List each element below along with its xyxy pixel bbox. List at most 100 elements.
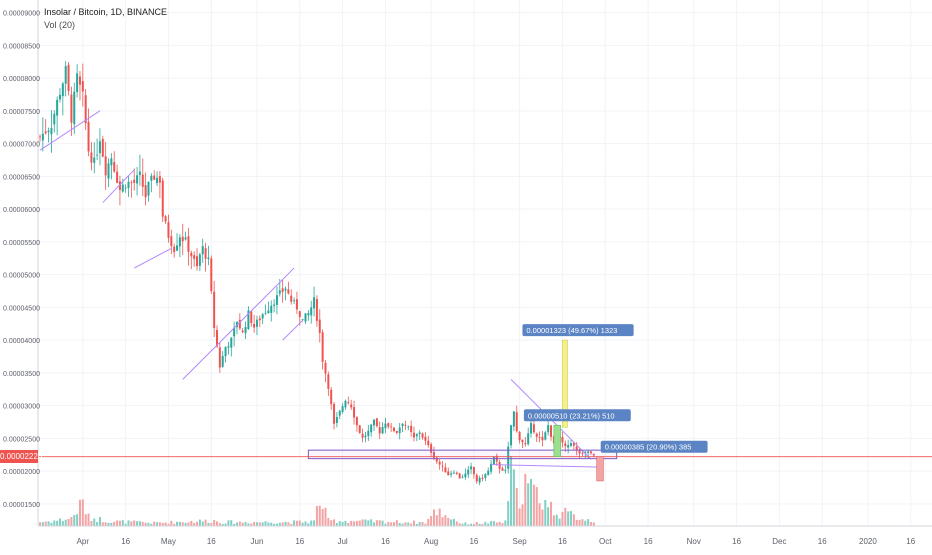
volume-bar: [395, 520, 398, 526]
trendline: [39, 110, 101, 151]
candle-body: [141, 174, 144, 187]
y-tick-label: 0.00003500: [3, 371, 40, 378]
candle-body: [381, 427, 384, 434]
candle-body: [484, 473, 487, 478]
volume-bar: [390, 522, 393, 526]
candle-body: [538, 437, 541, 439]
candle-body: [96, 154, 99, 156]
candle-body: [267, 310, 270, 313]
candle-body: [318, 319, 321, 333]
volume-bar: [589, 521, 592, 526]
candle-body: [198, 254, 201, 266]
candle-body: [304, 313, 307, 322]
candle-body: [158, 176, 161, 183]
volume-bar: [50, 522, 53, 526]
volume-bar: [41, 522, 44, 526]
candle-body: [358, 425, 361, 433]
candle-body: [415, 434, 418, 437]
x-tick-label: Apr: [77, 537, 90, 546]
candle-body: [441, 465, 444, 467]
current-price-label: 0.00002220: [0, 450, 43, 463]
y-tick-label: 0.00006500: [3, 174, 40, 181]
y-tick-label: 0.00004500: [3, 305, 40, 312]
axes: 0.00009000 0.00008500 0.00008000 0.00007500…: [3, 0, 932, 546]
volume-bar: [415, 523, 418, 526]
volume-bar: [570, 511, 572, 526]
volume-bar: [73, 514, 76, 526]
candle-body: [407, 426, 410, 428]
candle-body: [176, 245, 179, 251]
candle-body: [355, 417, 358, 426]
candle-body: [184, 237, 187, 240]
volume-bar: [498, 521, 501, 526]
volume-bar: [452, 518, 455, 526]
candle-body: [401, 423, 404, 427]
volume-bar: [532, 484, 535, 526]
volume-bar: [138, 521, 141, 526]
volume-bar: [227, 520, 230, 526]
volume-bar: [304, 521, 307, 526]
candle-body: [578, 449, 581, 454]
candle-body: [370, 424, 373, 433]
volume-bar: [338, 521, 341, 526]
volume-bar: [581, 519, 584, 526]
volume-bar: [321, 508, 324, 526]
candle-body: [164, 216, 167, 222]
volume-bar: [455, 521, 458, 526]
x-tick-label: 16: [121, 537, 130, 546]
x-tick-label: Oct: [599, 537, 612, 546]
candle-body: [258, 318, 261, 321]
candle-body: [470, 466, 473, 470]
candle-body: [321, 332, 324, 362]
volume-indicator-label[interactable]: Vol (20): [44, 20, 76, 30]
x-tick-label: Dec: [772, 537, 786, 546]
candle-body: [350, 404, 353, 408]
volume-bar: [393, 522, 395, 526]
candle-body: [53, 113, 56, 125]
volume-bar: [127, 520, 130, 526]
price-range-measure: [553, 424, 561, 457]
symbol-title[interactable]: Insolar / Bitcoin, 1D, BINANCE: [44, 7, 168, 17]
candle-body: [230, 337, 233, 348]
volume-bar: [313, 520, 316, 526]
candle-body: [101, 138, 104, 157]
volume-bar: [478, 523, 481, 526]
volume-bar: [558, 518, 561, 526]
candle-body: [412, 432, 415, 438]
volume-bars: [39, 456, 595, 526]
volume-bar: [110, 522, 113, 526]
volume-bar: [384, 523, 387, 526]
volume-bar: [261, 522, 264, 526]
candle-body: [118, 181, 121, 190]
volume-bar: [353, 521, 356, 526]
y-tick-label: 0.00002500: [3, 436, 40, 443]
volume-bar: [267, 522, 270, 526]
volume-bar: [141, 521, 144, 526]
candle-body: [136, 175, 139, 184]
volume-bar: [258, 522, 261, 526]
volume-bar: [307, 523, 310, 526]
volume-bar: [552, 515, 555, 526]
candle-body: [156, 177, 159, 184]
candle-body: [50, 128, 53, 135]
volume-bar: [421, 521, 424, 526]
candle-body: [344, 400, 347, 408]
candle-body: [490, 463, 493, 472]
volume-bar: [584, 520, 587, 526]
volume-bar: [438, 508, 441, 526]
candle-body: [201, 246, 204, 255]
candle-body: [341, 406, 344, 412]
candle-body: [455, 472, 458, 474]
candle-body: [481, 477, 484, 479]
volume-bar: [255, 522, 258, 526]
volume-bar: [44, 521, 47, 526]
measure-label-box: [600, 440, 708, 453]
volume-bar: [592, 522, 595, 526]
grid-lines: [38, 0, 932, 526]
volume-bar: [327, 517, 330, 526]
candle-body: [310, 307, 313, 316]
drawings[interactable]: 0.00001323 (49.67%) 1323 0.00000510 (23.2…: [38, 110, 932, 482]
candle-body: [58, 94, 61, 100]
